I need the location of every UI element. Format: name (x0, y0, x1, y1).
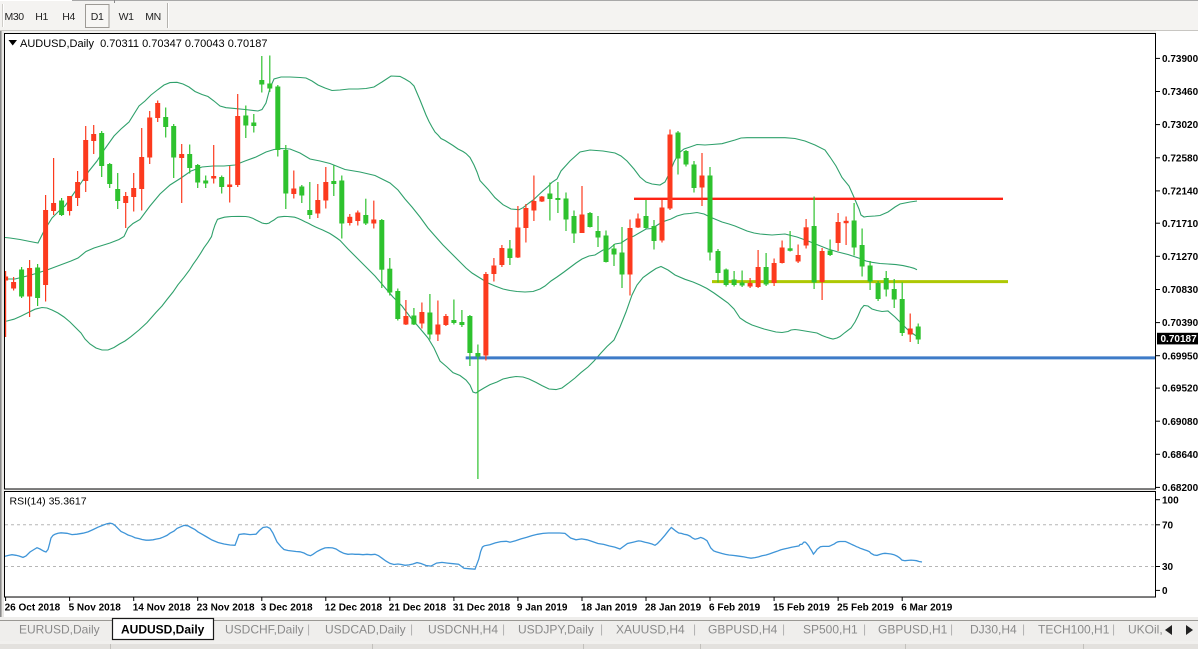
svg-text:USDJPY,Daily: USDJPY,Daily (518, 623, 594, 637)
svg-text:0: 0 (1162, 586, 1168, 597)
svg-text:USDCNH,H4: USDCNH,H4 (428, 623, 498, 637)
svg-text:RSI(14) 35.3617: RSI(14) 35.3617 (10, 496, 87, 508)
svg-text:6 Mar 2019: 6 Mar 2019 (901, 603, 953, 614)
svg-text:0.70187: 0.70187 (1161, 334, 1198, 345)
svg-text:XAUUSD,H4: XAUUSD,H4 (616, 623, 685, 637)
svg-text:21 Dec 2018: 21 Dec 2018 (389, 603, 447, 614)
svg-text:H1: H1 (35, 11, 48, 23)
svg-text:0.71270: 0.71270 (1162, 252, 1198, 263)
svg-text:6 Feb 2019: 6 Feb 2019 (709, 603, 761, 614)
svg-text:|: | (502, 622, 505, 636)
svg-text:0.68200: 0.68200 (1162, 483, 1198, 494)
svg-text:0.72140: 0.72140 (1162, 187, 1198, 198)
svg-text:0.69520: 0.69520 (1162, 384, 1198, 395)
svg-text:USDCHF,Daily: USDCHF,Daily (225, 623, 304, 637)
svg-text:0.68640: 0.68640 (1162, 450, 1198, 461)
svg-text:EURUSD,Daily: EURUSD,Daily (19, 623, 100, 637)
svg-text:0.69950: 0.69950 (1162, 351, 1198, 362)
svg-text:M30: M30 (5, 11, 25, 23)
svg-text:0.72580: 0.72580 (1162, 153, 1198, 164)
svg-text:AUDUSD,Daily 0.70311 0.70347: AUDUSD,Daily 0.70311 0.70347 0.70043 0.7… (20, 38, 267, 50)
svg-text:D1: D1 (91, 11, 104, 23)
svg-text:GBPUSD,H1: GBPUSD,H1 (878, 623, 948, 637)
svg-text:|: | (782, 622, 785, 636)
svg-text:USDCAD,Daily: USDCAD,Daily (325, 623, 406, 637)
svg-text:GBPUSD,H4: GBPUSD,H4 (708, 623, 778, 637)
svg-text:H4: H4 (62, 11, 75, 23)
svg-text:28 Jan 2019: 28 Jan 2019 (645, 603, 702, 614)
svg-text:SP500,H1: SP500,H1 (803, 623, 858, 637)
svg-text:23 Nov 2018: 23 Nov 2018 (197, 603, 255, 614)
svg-text:0.69080: 0.69080 (1162, 417, 1198, 428)
svg-text:30: 30 (1162, 562, 1174, 573)
svg-text:70: 70 (1162, 520, 1174, 531)
svg-text:5 Nov 2018: 5 Nov 2018 (69, 603, 122, 614)
svg-text:15 Feb 2019: 15 Feb 2019 (773, 603, 830, 614)
svg-text:|: | (693, 622, 696, 636)
svg-text:31 Dec 2018: 31 Dec 2018 (453, 603, 511, 614)
svg-text:0.70830: 0.70830 (1162, 285, 1198, 296)
svg-text:9 Jan 2019: 9 Jan 2019 (517, 603, 568, 614)
svg-text:|: | (1112, 622, 1115, 636)
svg-text:AUDUSD,Daily: AUDUSD,Daily (121, 623, 205, 637)
svg-text:MN: MN (145, 11, 161, 23)
svg-text:0.73900: 0.73900 (1162, 54, 1198, 65)
svg-text:DJ30,H4: DJ30,H4 (970, 623, 1017, 637)
svg-text:25 Feb 2019: 25 Feb 2019 (837, 603, 894, 614)
svg-text:|: | (1022, 622, 1025, 636)
svg-text:|: | (863, 622, 866, 636)
svg-text:26 Oct 2018: 26 Oct 2018 (5, 603, 61, 614)
svg-text:|: | (410, 622, 413, 636)
svg-text:100: 100 (1162, 495, 1179, 506)
svg-text:|: | (600, 622, 603, 636)
svg-text:UKOil,: UKOil, (1128, 623, 1163, 637)
svg-text:|: | (950, 622, 953, 636)
svg-text:0.71710: 0.71710 (1162, 219, 1198, 230)
svg-text:TECH100,H1: TECH100,H1 (1038, 623, 1110, 637)
svg-text:0.73020: 0.73020 (1162, 120, 1198, 131)
svg-text:12 Dec 2018: 12 Dec 2018 (325, 603, 383, 614)
svg-text:14 Nov 2018: 14 Nov 2018 (133, 603, 191, 614)
svg-text:3 Dec 2018: 3 Dec 2018 (261, 603, 313, 614)
svg-text:W1: W1 (119, 11, 135, 23)
svg-text:|: | (307, 622, 310, 636)
svg-text:0.73460: 0.73460 (1162, 87, 1198, 98)
svg-text:18 Jan 2019: 18 Jan 2019 (581, 603, 638, 614)
svg-text:0.70390: 0.70390 (1162, 318, 1198, 329)
